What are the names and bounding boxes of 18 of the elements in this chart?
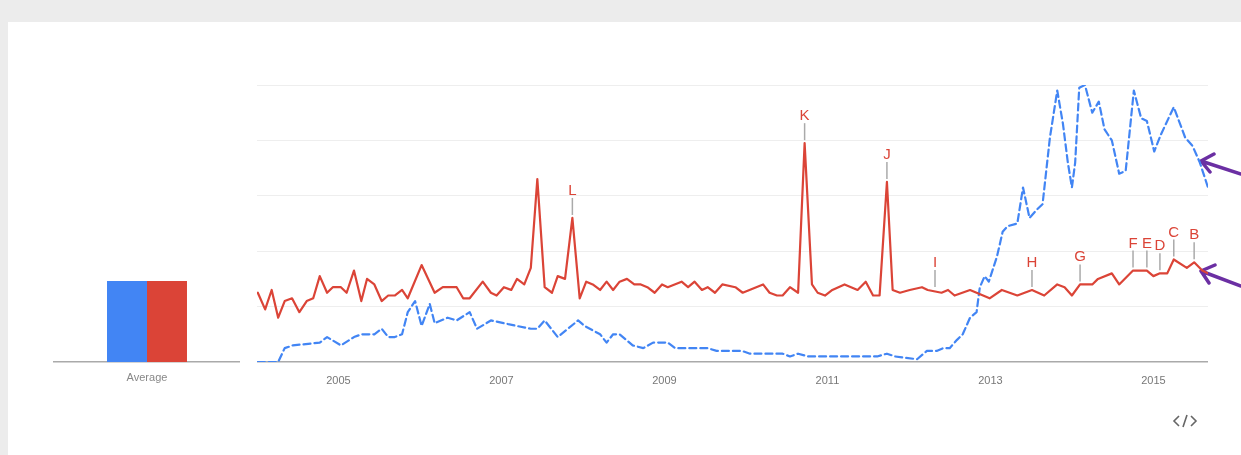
x-tick-label: 2015 bbox=[1141, 373, 1166, 386]
annotation: B bbox=[1189, 225, 1200, 243]
annotation: L bbox=[568, 180, 577, 198]
x-tick-label: 2013 bbox=[978, 373, 1003, 386]
x-tick-label: 2005 bbox=[326, 373, 351, 386]
x-tick-label: Average bbox=[126, 370, 168, 383]
annotation: K bbox=[799, 106, 810, 124]
x-tick-label: 2011 bbox=[815, 373, 840, 386]
x-tick-label: 2009 bbox=[652, 373, 677, 386]
annotation: E bbox=[1141, 233, 1152, 251]
annotation: D bbox=[1154, 236, 1166, 254]
annotation: H bbox=[1026, 252, 1038, 270]
annotation: C bbox=[1168, 222, 1180, 240]
annotation: G bbox=[1074, 247, 1086, 265]
x-tick-label: 2007 bbox=[489, 373, 514, 386]
annotation: F bbox=[1128, 233, 1138, 251]
annotation: J bbox=[883, 144, 891, 162]
annotation: I bbox=[932, 252, 938, 270]
